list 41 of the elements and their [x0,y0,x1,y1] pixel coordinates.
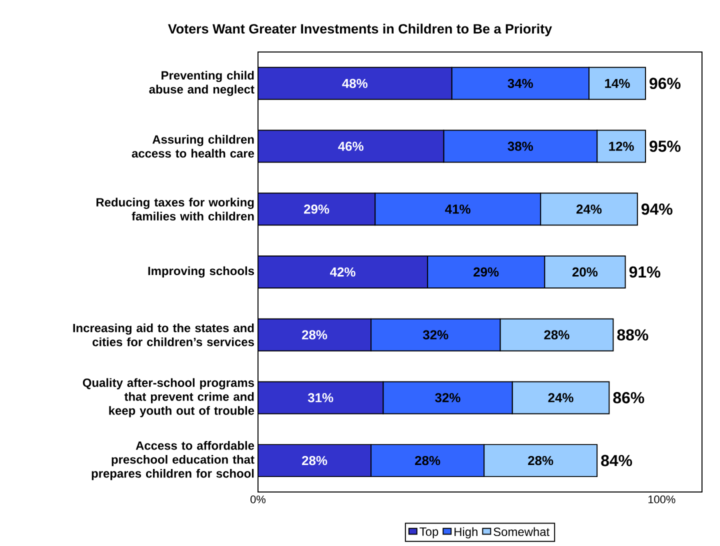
total-label: 86% [613,392,644,404]
total-label: 96% [650,78,680,90]
y-tick-label: Access to affordable preschool education that prepares children for school [92,441,254,480]
data-label: 20% [572,267,598,277]
data-label: 28% [544,330,570,340]
total-label: 91% [629,266,660,278]
data-label: 32% [435,393,460,402]
y-tick-label: Quality after-school programs that prevent crime and keep youth out of trouble [82,378,254,418]
total-label: 88% [617,329,648,340]
data-label: 28% [528,456,554,466]
y-tick-label: Increasing aid to the states and cities for children’s services [73,323,254,346]
data-label: 14% [605,78,630,88]
legend-label: Top [420,528,438,538]
y-tick-label: Assuring children access to health care [132,134,254,158]
total-label: 95% [650,140,680,152]
data-label: 31% [308,393,334,402]
data-label: 12% [609,142,634,151]
data-label: 29% [304,204,330,214]
y-tick-label: Preventing child abuse and neglect [149,70,254,96]
total-label: 94% [641,203,672,215]
data-label: 42% [330,267,356,277]
y-tick-label: Reducing taxes for working families with children [96,198,254,220]
total-label: 84% [601,454,632,466]
data-label: 28% [302,456,328,466]
data-label: 46% [338,142,364,151]
data-label: 24% [548,393,574,402]
data-label: 48% [342,78,368,88]
data-label: 41% [445,204,470,214]
chart-title: Voters Want Greater Investments in Children to Be a Priority [168,24,552,36]
legend-label: High [454,527,478,538]
y-tick-label: Improving schools [148,266,254,278]
data-label: 28% [302,330,328,340]
x-tick-label: 100% [648,496,676,504]
data-label: 29% [474,267,499,277]
data-label: 24% [576,204,602,214]
x-tick-label: 0% [250,496,266,504]
data-label: 38% [508,142,533,151]
data-label: 34% [508,78,533,88]
data-label: 32% [422,330,448,340]
legend-label: Somewhat [494,527,550,536]
data-label: 28% [415,456,440,466]
